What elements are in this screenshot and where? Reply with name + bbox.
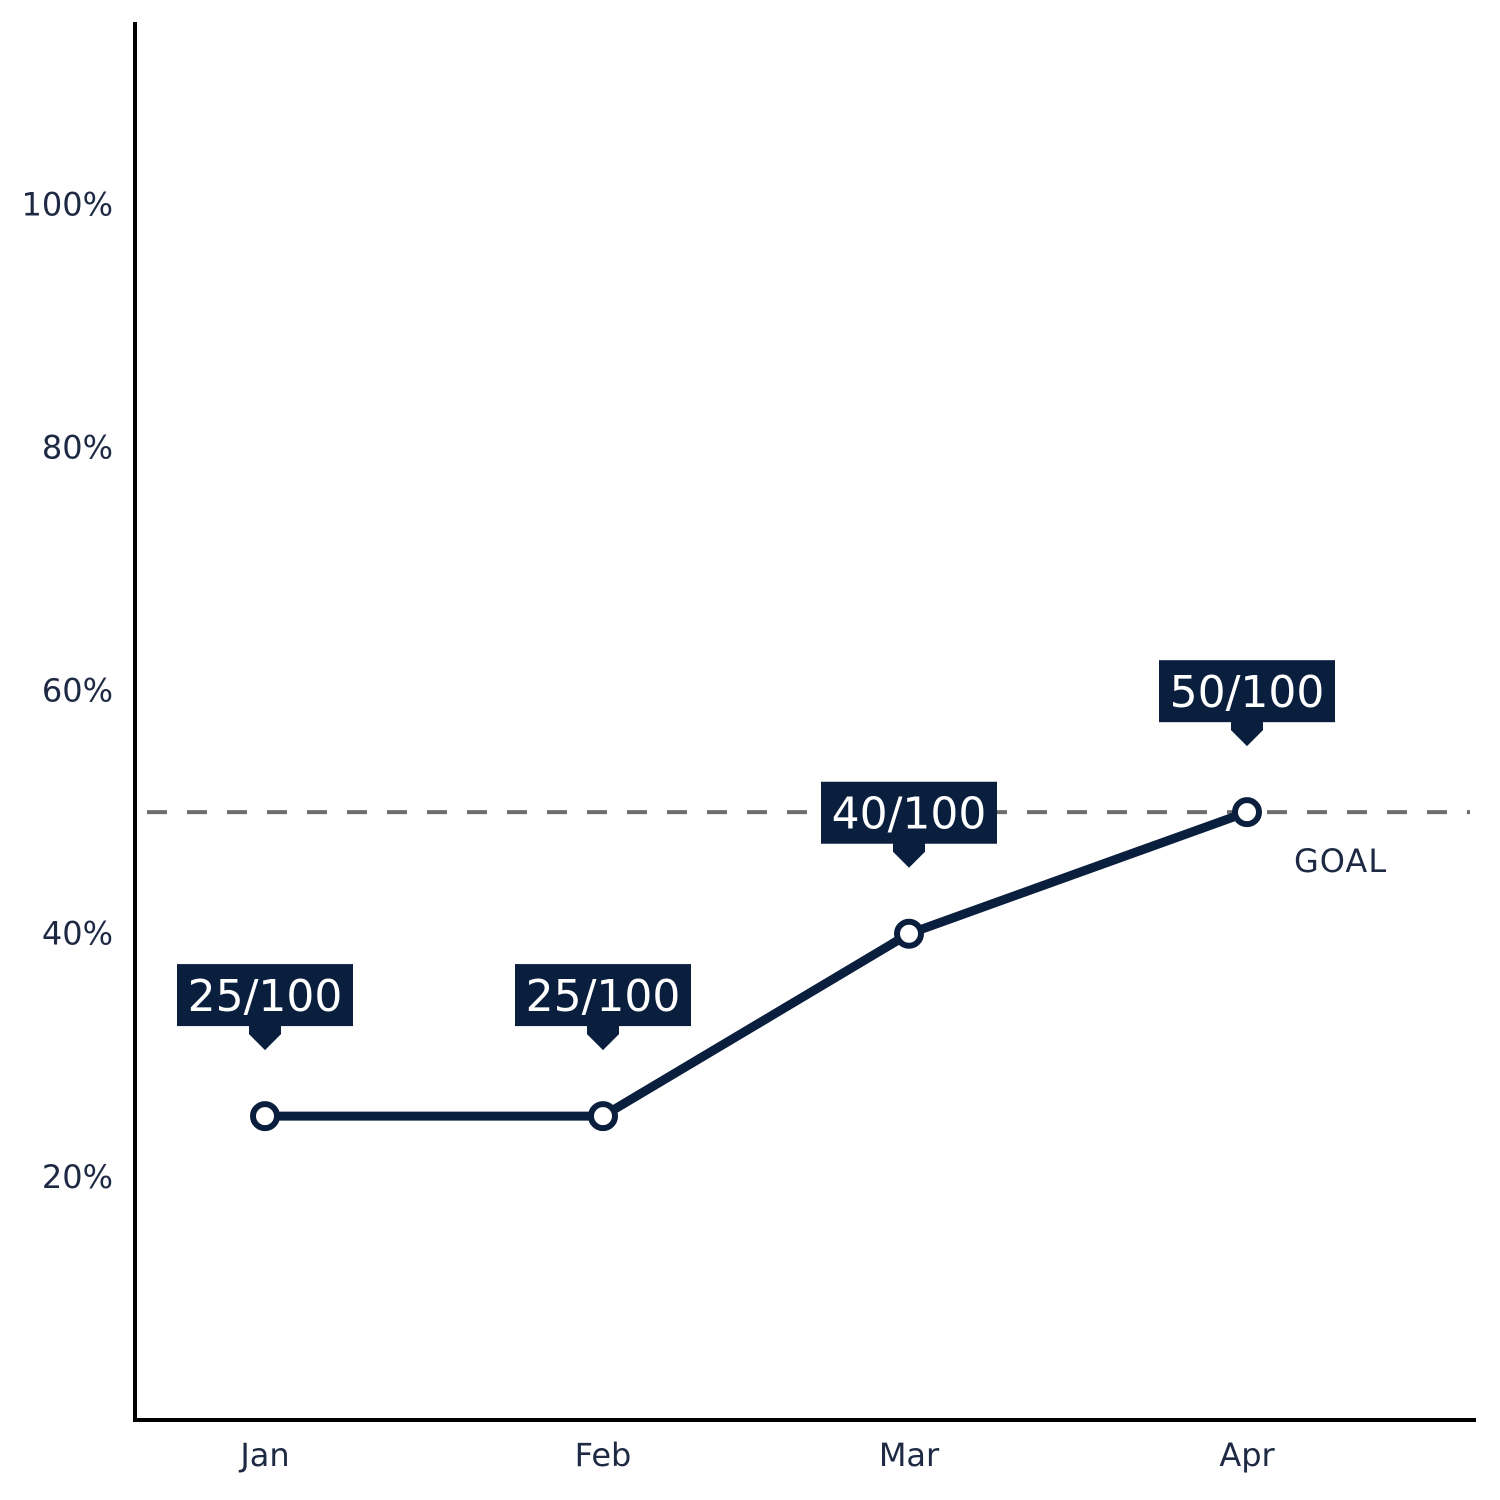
- x-tick-label: Feb: [575, 1436, 632, 1474]
- data-label: 25/100: [177, 964, 353, 1051]
- data-point: [894, 918, 924, 949]
- series-line: [260, 807, 1252, 1121]
- x-tick-label: Mar: [879, 1436, 940, 1474]
- data-label-text: 25/100: [188, 971, 343, 1022]
- y-tick-label: 80%: [42, 428, 113, 466]
- x-tick-label: Jan: [238, 1436, 289, 1474]
- data-labels: 25/100 25/100 40/100 50/100: [177, 660, 1335, 1051]
- data-label-text: 40/100: [832, 789, 987, 840]
- x-tick-label: Apr: [1219, 1436, 1275, 1474]
- y-tick-label: 60%: [42, 672, 113, 710]
- y-tick-label: 100%: [22, 185, 113, 223]
- data-label-pointer: [1231, 720, 1263, 747]
- data-label-box: [515, 964, 691, 1027]
- data-label: 50/100: [1159, 660, 1335, 747]
- data-label-box: [177, 964, 353, 1027]
- y-tick-label: 40%: [42, 915, 113, 953]
- y-tick-label: 20%: [42, 1158, 113, 1196]
- y-tick-labels: 20% 40% 60% 80% 100%: [22, 185, 113, 1196]
- data-label: 25/100: [515, 964, 691, 1051]
- goal-label: GOAL: [1294, 842, 1387, 880]
- data-label-box: [821, 781, 997, 844]
- data-label-pointer: [893, 841, 925, 868]
- data-label-text: 50/100: [1170, 667, 1325, 718]
- x-tick-labels: Jan Feb Mar Apr: [238, 1436, 1275, 1474]
- data-point: [588, 1101, 618, 1132]
- data-label-pointer: [249, 1024, 281, 1051]
- data-label-box: [1159, 660, 1335, 723]
- data-point: [1232, 797, 1262, 828]
- data-label-text: 25/100: [526, 971, 681, 1022]
- data-point: [250, 1101, 280, 1132]
- data-points: [250, 797, 1262, 1132]
- data-label-pointer: [587, 1024, 619, 1051]
- data-label: 40/100: [821, 781, 997, 868]
